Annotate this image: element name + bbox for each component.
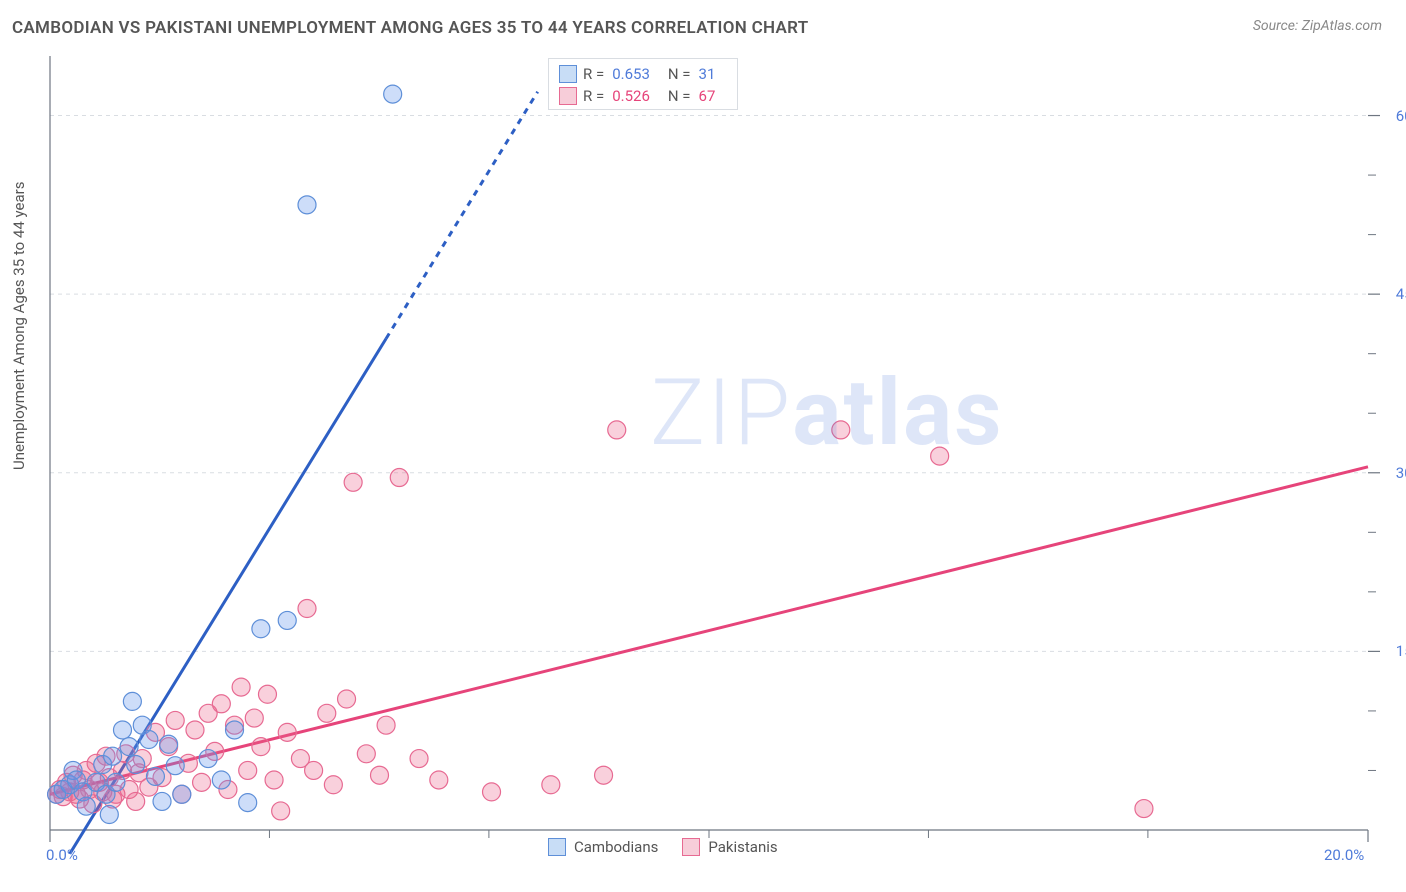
legend-stats: R = 0.653 N = 31 R = 0.526 N = 67 <box>548 58 738 110</box>
legend-series: Cambodians Pakistanis <box>548 838 778 856</box>
legend-stats-row-cambodians: R = 0.653 N = 31 <box>559 63 727 85</box>
legend-item-pakistanis: Pakistanis <box>682 838 777 856</box>
y-tick-label: 45.0% <box>1376 285 1406 303</box>
y-tick-label: 30.0% <box>1376 464 1406 482</box>
x-tick-label: 20.0% <box>1324 846 1364 864</box>
swatch-pakistanis <box>559 87 577 105</box>
swatch-cambodians <box>559 65 577 83</box>
x-tick-label: 0.0% <box>46 846 78 864</box>
scatter-plot <box>0 0 1406 892</box>
legend-stats-row-pakistanis: R = 0.526 N = 67 <box>559 85 727 107</box>
legend-item-cambodians: Cambodians <box>548 838 658 856</box>
y-tick-label: 60.0% <box>1376 107 1406 125</box>
y-tick-label: 15.0% <box>1376 642 1406 660</box>
